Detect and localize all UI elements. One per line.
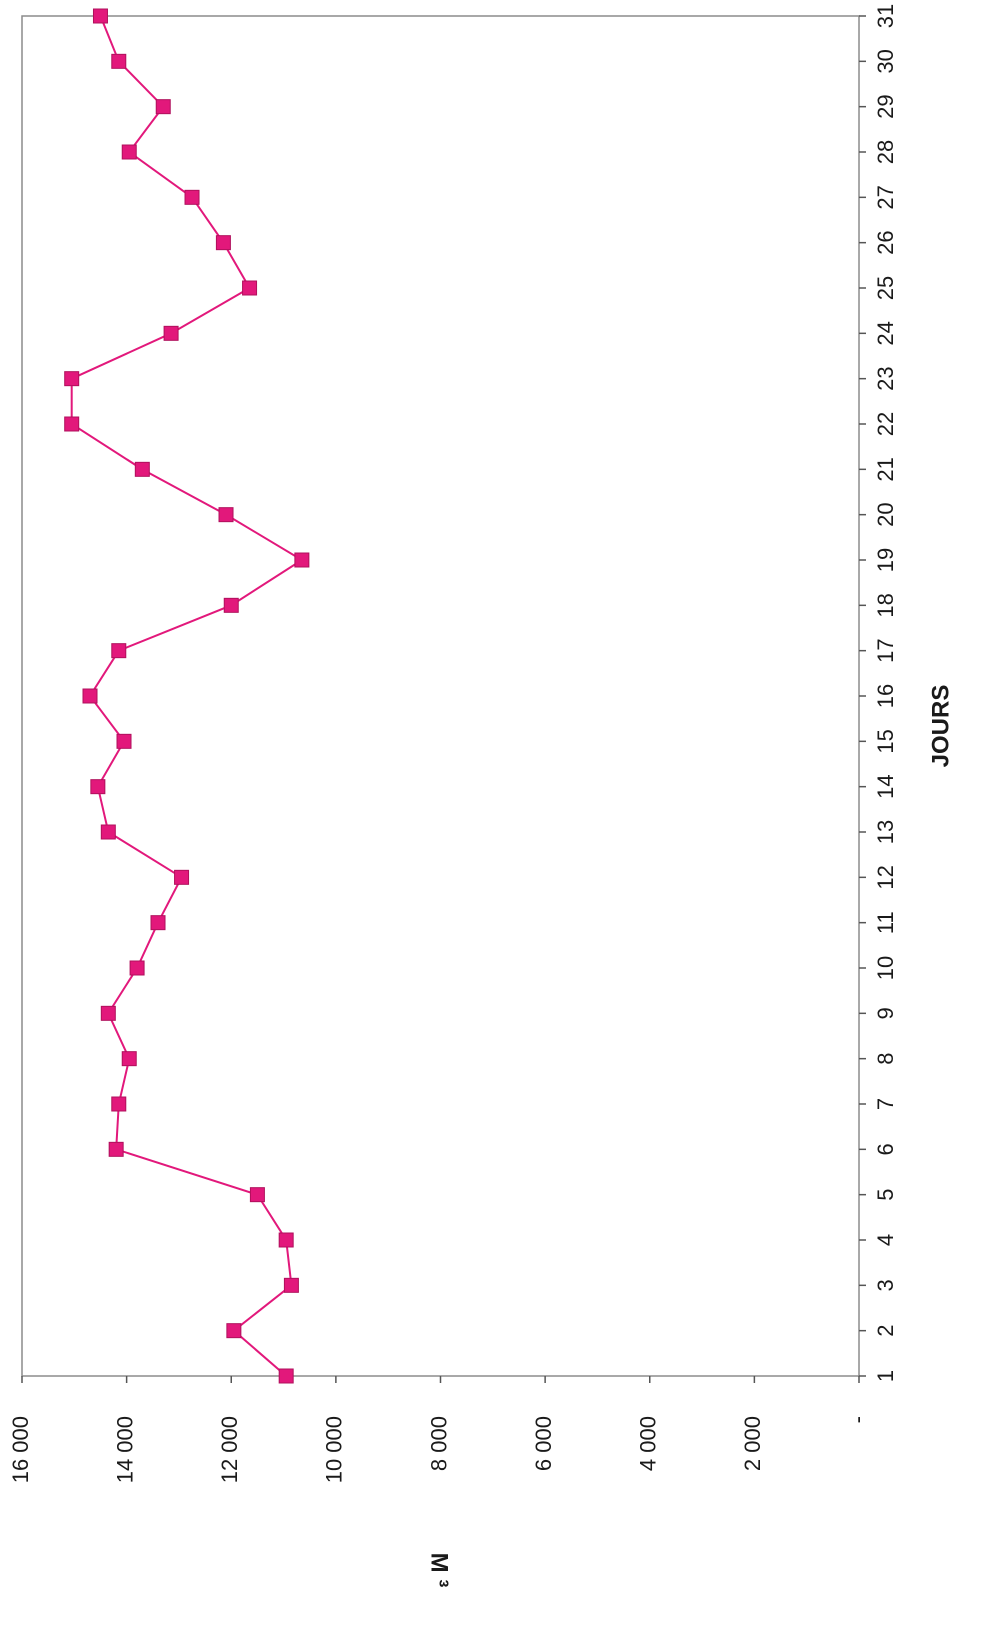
day-tick-label: 26 (873, 230, 898, 254)
day-tick-label: 10 (873, 956, 898, 980)
data-point-marker (64, 416, 80, 432)
data-point-marker (294, 552, 310, 568)
data-point-marker (278, 1232, 294, 1248)
day-tick-label: 13 (873, 820, 898, 844)
day-tick-label: 11 (873, 911, 898, 934)
day-tick-label: 3 (873, 1279, 898, 1291)
data-point-marker (82, 688, 98, 704)
plot-border (21, 15, 860, 1377)
value-tick-label: 2 000 (740, 1416, 765, 1471)
data-point-marker (242, 280, 258, 296)
value-axis-ticks: 16 000 14 000 12 000 10 000 8 000 6 000 4 000 2… (8, 1376, 870, 1483)
day-tick-label: 22 (873, 412, 898, 436)
data-point-marker (249, 1187, 265, 1203)
y-axis-title: M ³ (426, 1553, 453, 1588)
day-tick-label: 7 (873, 1098, 898, 1110)
series-line (64, 8, 310, 1384)
day-tick-label: 16 (873, 684, 898, 708)
data-point-marker (100, 824, 116, 840)
value-tick-label: 6 000 (531, 1416, 556, 1471)
day-tick-label: 27 (873, 185, 898, 209)
value-tick-label: 14 000 (112, 1416, 137, 1483)
data-point-marker (90, 779, 106, 795)
data-point-marker (174, 869, 190, 885)
data-point-marker (111, 53, 127, 69)
data-point-marker (121, 1051, 137, 1067)
data-point-marker (100, 1005, 116, 1021)
data-point-marker (134, 461, 150, 477)
day-tick-label: 31 (873, 4, 898, 28)
series-polyline (70, 15, 304, 1377)
data-point-marker (155, 99, 171, 115)
data-point-marker (218, 507, 234, 523)
value-tick-label: 12 000 (217, 1416, 242, 1483)
day-tick-label: 6 (873, 1143, 898, 1155)
value-tick-label: 10 000 (322, 1416, 347, 1483)
value-tick-label: 16 000 (8, 1416, 33, 1483)
day-tick-label: 20 (873, 502, 898, 526)
data-point-marker (278, 1368, 294, 1384)
day-tick-label: 28 (873, 140, 898, 164)
data-point-marker (111, 1096, 127, 1112)
day-axis-ticks: 1234567891011121314151617181920212223242… (859, 4, 898, 1382)
data-point-marker (163, 325, 179, 341)
day-tick-label: 25 (873, 276, 898, 300)
day-tick-label: 14 (873, 774, 898, 798)
day-tick-label: 12 (873, 865, 898, 889)
day-tick-label: 24 (873, 321, 898, 345)
data-point-marker (283, 1277, 299, 1293)
day-tick-label: 2 (873, 1325, 898, 1337)
day-tick-label: 29 (873, 94, 898, 118)
value-tick-label: - (845, 1416, 870, 1423)
day-tick-label: 21 (873, 457, 898, 481)
day-tick-label: 9 (873, 1007, 898, 1019)
data-point-marker (226, 1323, 242, 1339)
data-point-marker (111, 643, 127, 659)
day-tick-label: 18 (873, 593, 898, 617)
data-point-marker (150, 915, 166, 931)
data-point-marker (121, 144, 137, 160)
day-tick-label: 5 (873, 1189, 898, 1201)
day-tick-label: 1 (873, 1370, 898, 1382)
data-point-marker (223, 597, 239, 613)
day-tick-label: 15 (873, 729, 898, 753)
plot-frame (21, 15, 860, 1377)
day-tick-label: 19 (873, 548, 898, 572)
data-point-marker (108, 1141, 124, 1157)
value-tick-label: 4 000 (636, 1416, 661, 1471)
value-tick-label: 8 000 (426, 1416, 451, 1471)
data-point-marker (92, 8, 108, 24)
data-point-marker (129, 960, 145, 976)
data-point-marker (215, 235, 231, 251)
day-tick-label: 30 (873, 49, 898, 73)
x-axis-title: JOURS (927, 685, 954, 768)
day-tick-label: 23 (873, 366, 898, 390)
day-tick-label: 4 (873, 1234, 898, 1246)
data-point-marker (64, 371, 80, 387)
data-point-marker (184, 189, 200, 205)
day-tick-label: 8 (873, 1053, 898, 1065)
data-point-marker (116, 733, 132, 749)
day-tick-label: 17 (873, 638, 898, 662)
